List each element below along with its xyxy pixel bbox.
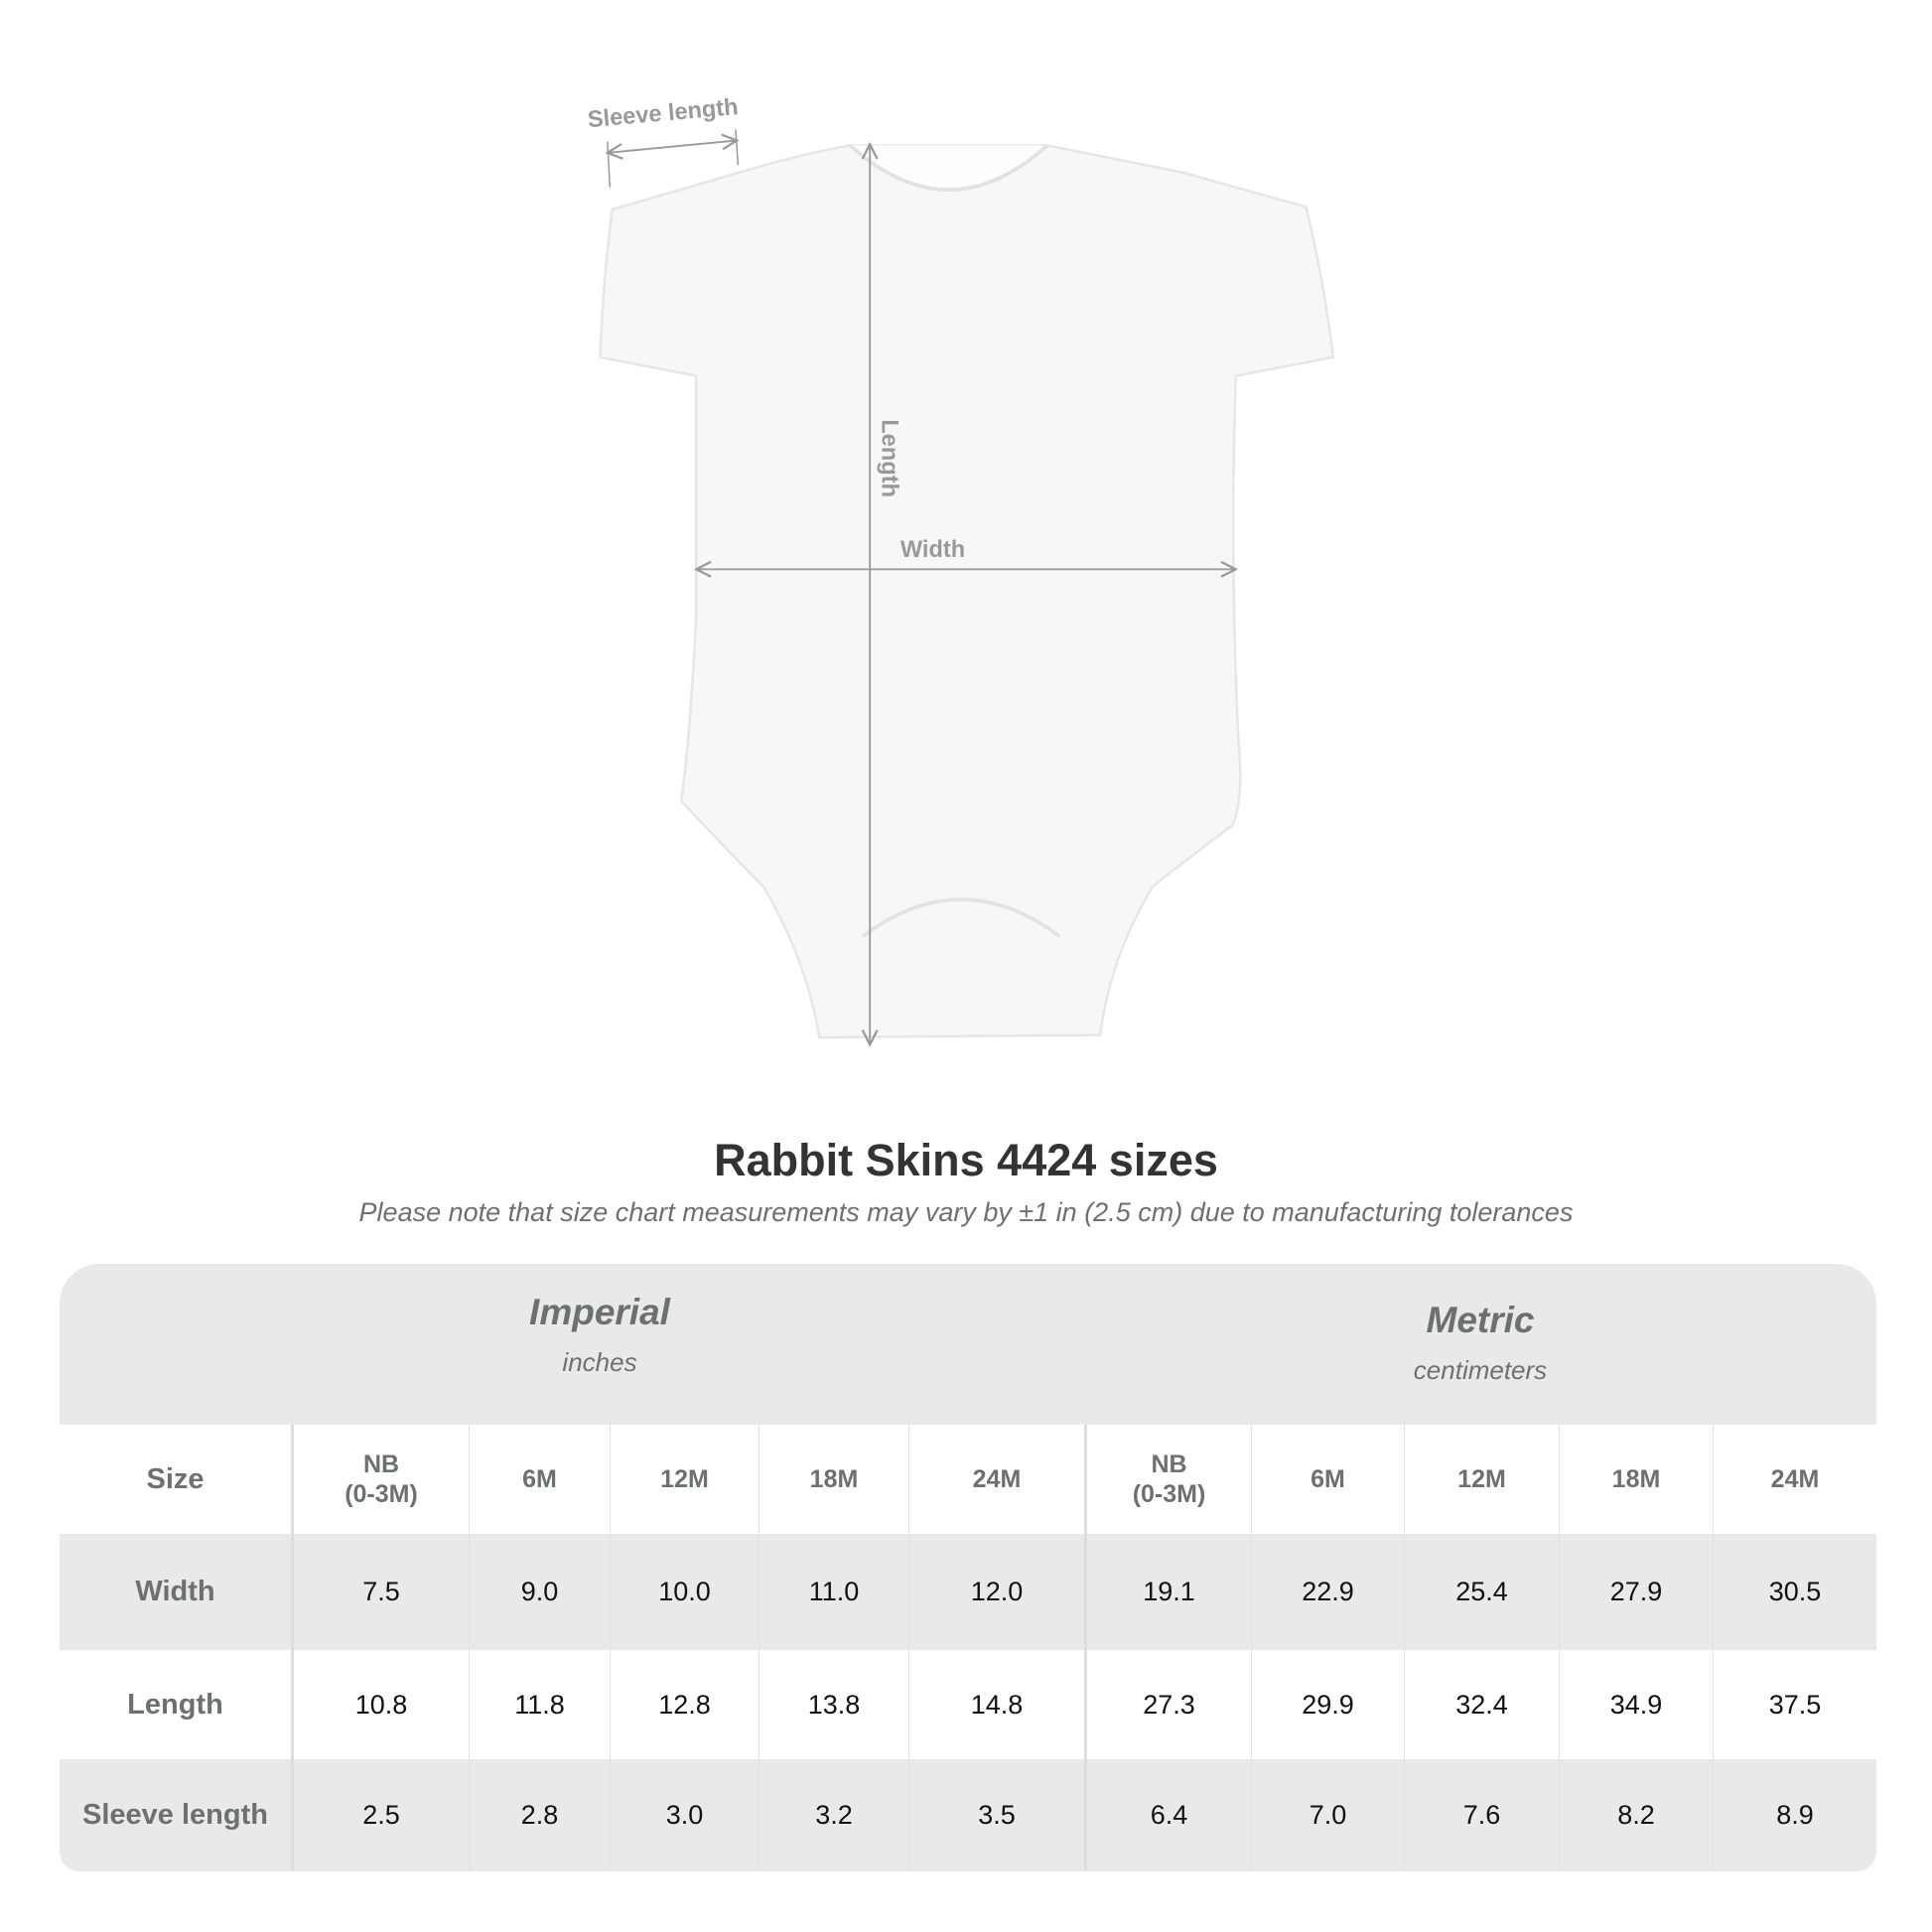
row-label: Sleeve length bbox=[82, 1799, 268, 1831]
group-name: Imperial bbox=[529, 1292, 670, 1332]
metric-value: 27.9 bbox=[1559, 1534, 1713, 1650]
imperial-value: 2.8 bbox=[469, 1759, 610, 1871]
metric-value: 22.9 bbox=[1251, 1534, 1404, 1650]
row-label: Width bbox=[135, 1576, 215, 1607]
sleeve-arrow bbox=[608, 140, 737, 152]
size-header-cell: 12M bbox=[610, 1425, 759, 1534]
metric-value: 6.4 bbox=[1084, 1759, 1251, 1871]
metric-value: 32.4 bbox=[1404, 1650, 1559, 1759]
sleeve-length-label: Sleeve length bbox=[587, 93, 740, 132]
size-header-cell: 18M bbox=[759, 1425, 908, 1534]
size-header-cell: 6M bbox=[1251, 1425, 1404, 1534]
imperial-value: 10.0 bbox=[610, 1534, 759, 1650]
metric-value: 29.9 bbox=[1251, 1650, 1404, 1759]
table-row: Width 7.5 9.0 10.0 11.0 12.0 19.1 22.9 25.4 27.9 3… bbox=[60, 1534, 1876, 1650]
group-name: Metric bbox=[1426, 1300, 1535, 1340]
metric-value: 19.1 bbox=[1084, 1534, 1251, 1650]
imperial-value: 3.0 bbox=[610, 1759, 759, 1871]
size-header-cell: 18M bbox=[1559, 1425, 1713, 1534]
metric-value: 7.6 bbox=[1404, 1759, 1559, 1871]
crotch-flap bbox=[861, 897, 1061, 938]
onesie-shape bbox=[599, 144, 1335, 1039]
imperial-value: 11.8 bbox=[469, 1650, 610, 1759]
length-label: Length bbox=[878, 419, 903, 497]
size-header-row: Size NB (0-3M) 6M 12M 18M 24M NB (0-3M) 6M 12M 18… bbox=[60, 1425, 1876, 1534]
metric-value: 7.0 bbox=[1251, 1759, 1404, 1871]
group-metric: Metric centimeters bbox=[1084, 1300, 1876, 1386]
metric-value: 37.5 bbox=[1713, 1650, 1876, 1759]
imperial-value: 2.5 bbox=[291, 1759, 469, 1871]
size-label: Size bbox=[146, 1462, 205, 1495]
imperial-value: 3.5 bbox=[908, 1759, 1084, 1871]
group-imperial: Imperial inches bbox=[291, 1292, 908, 1378]
size-header-cell: 12M bbox=[1404, 1425, 1559, 1534]
table-header-band bbox=[60, 1264, 1876, 1425]
size-header-cell: 6M bbox=[469, 1425, 610, 1534]
imperial-value: 10.8 bbox=[291, 1650, 469, 1759]
metric-value: 27.3 bbox=[1084, 1650, 1251, 1759]
imperial-value: 13.8 bbox=[759, 1650, 908, 1759]
table-row: Length 10.8 11.8 12.8 13.8 14.8 27.3 29.9 32.4 34… bbox=[60, 1650, 1876, 1759]
imperial-value: 9.0 bbox=[469, 1534, 610, 1650]
width-label: Width bbox=[900, 536, 965, 562]
size-header-cell: 24M bbox=[1713, 1425, 1876, 1534]
metric-value: 8.9 bbox=[1713, 1759, 1876, 1871]
size-table: Imperial inches Metric centimeters Size N… bbox=[60, 1264, 1876, 1871]
imperial-value: 3.2 bbox=[759, 1759, 908, 1871]
imperial-value: 7.5 bbox=[291, 1534, 469, 1650]
tolerance-note: Please note that size chart measurements… bbox=[358, 1197, 1574, 1227]
table-row: Sleeve length 2.5 2.8 3.0 3.2 3.5 6.4 7.0 7.6 8.2… bbox=[60, 1759, 1876, 1871]
metric-value: 30.5 bbox=[1713, 1534, 1876, 1650]
imperial-value: 12.8 bbox=[610, 1650, 759, 1759]
group-unit: centimeters bbox=[1413, 1355, 1548, 1385]
metric-value: 34.9 bbox=[1559, 1650, 1713, 1759]
size-header-cell: 24M bbox=[908, 1425, 1084, 1534]
group-unit: inches bbox=[562, 1347, 637, 1377]
imperial-value: 12.0 bbox=[908, 1534, 1084, 1650]
page-title: Rabbit Skins 4424 sizes bbox=[714, 1135, 1218, 1185]
metric-value: 25.4 bbox=[1404, 1534, 1559, 1650]
imperial-value: 14.8 bbox=[908, 1650, 1084, 1759]
metric-value: 8.2 bbox=[1559, 1759, 1713, 1871]
imperial-value: 11.0 bbox=[759, 1534, 908, 1650]
size-header-cell: NB (0-3M) bbox=[291, 1425, 469, 1534]
row-label: Length bbox=[127, 1688, 223, 1721]
size-header-cell: NB (0-3M) bbox=[1084, 1425, 1251, 1534]
